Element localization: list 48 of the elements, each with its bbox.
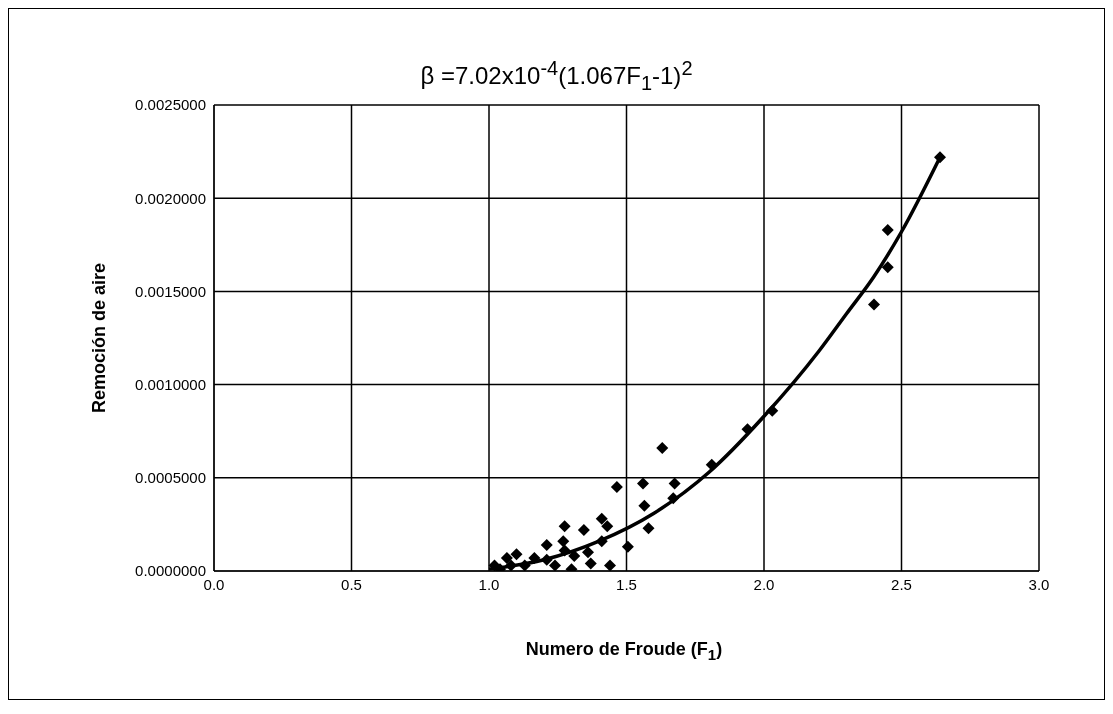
- x-tick-label: 0.5: [341, 575, 362, 593]
- x-tick-label: 1.0: [478, 575, 500, 593]
- y-tick-label: 0.0020000: [135, 189, 206, 207]
- point: [668, 477, 681, 490]
- point: [934, 151, 946, 164]
- point: [549, 559, 561, 571]
- x-tick-label: 2.5: [891, 575, 912, 593]
- x-axis-title: Numero de Froude (F$_{1}$): [524, 639, 724, 663]
- point: [621, 540, 634, 553]
- point: [540, 553, 553, 566]
- point: [510, 548, 523, 561]
- point: [595, 512, 608, 525]
- y-tick-label: 0.0000000: [135, 562, 206, 580]
- point: [558, 544, 571, 557]
- x-tick-label: 3.0: [1028, 575, 1050, 593]
- point: [642, 522, 655, 535]
- y-tick-label: 0.0010000: [135, 375, 206, 393]
- point: [540, 538, 553, 551]
- point: [881, 261, 894, 274]
- point: [610, 481, 623, 494]
- point: [766, 404, 779, 417]
- point: [638, 499, 651, 512]
- point: [528, 551, 541, 564]
- point: [557, 535, 570, 548]
- point: [500, 551, 513, 564]
- point: [637, 477, 649, 490]
- y-tick-label: 0.0005000: [135, 469, 206, 487]
- point: [604, 559, 616, 571]
- point: [584, 557, 597, 570]
- point: [881, 223, 894, 236]
- point: [582, 546, 594, 559]
- x-tick-label: 1.5: [616, 575, 637, 593]
- x-tick-label: 2.0: [753, 575, 775, 593]
- point: [601, 520, 614, 533]
- chart-title: β =7.02x10$^{-4}$(1.067F$_{1}$-1)$^{2}$: [419, 57, 694, 95]
- x-tick-label: 0.0: [203, 575, 225, 593]
- y-axis-title: Remoción de aire: [89, 262, 110, 414]
- point: [568, 550, 581, 563]
- point: [595, 535, 608, 548]
- y-tick-label: 0.0025000: [135, 96, 206, 114]
- point: [667, 492, 680, 505]
- point: [656, 441, 669, 454]
- point: [558, 520, 571, 533]
- point: [518, 559, 531, 571]
- point: [577, 523, 590, 536]
- point: [868, 298, 880, 311]
- y-tick-label: 0.0015000: [135, 282, 206, 300]
- point: [505, 559, 517, 571]
